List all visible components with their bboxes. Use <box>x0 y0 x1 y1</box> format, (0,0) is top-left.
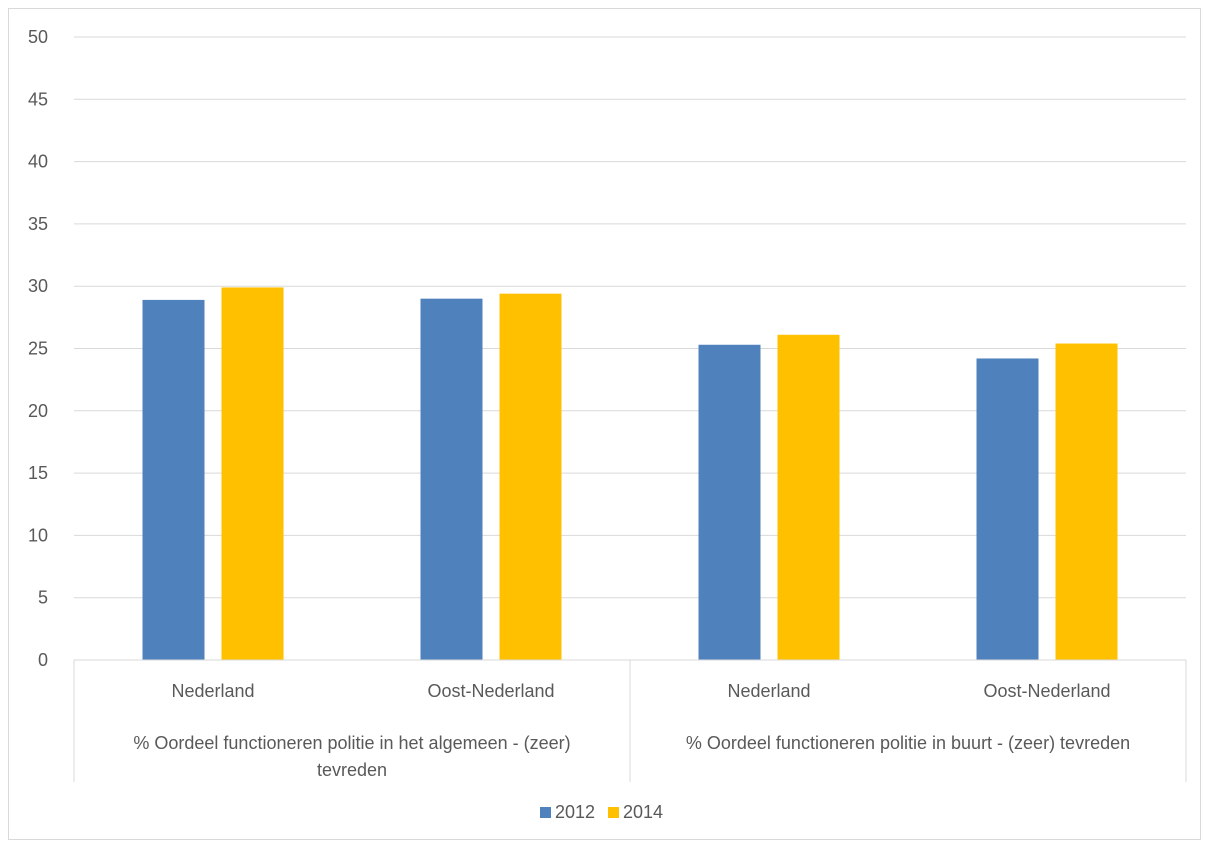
legend-swatch <box>540 807 551 818</box>
bars <box>142 287 1118 660</box>
x-axis: Nederland Oost-Nederland Nederland Oost-Ned… <box>73 659 1187 782</box>
bar-2012 <box>976 358 1039 660</box>
y-tick-label: 50 <box>28 27 48 47</box>
legend: 2012 2014 <box>540 802 663 822</box>
y-tick-label: 25 <box>28 339 48 359</box>
group-label: % Oordeel functioneren politie in het al… <box>133 733 570 753</box>
category-label: Nederland <box>171 681 254 701</box>
category-label: Nederland <box>727 681 810 701</box>
bar-2012 <box>420 298 483 660</box>
legend-swatch <box>608 807 619 818</box>
y-tick-label: 35 <box>28 214 48 234</box>
group-label: % Oordeel functioneren politie in buurt … <box>686 733 1130 753</box>
y-tick-label: 15 <box>28 463 48 483</box>
y-tick-label: 30 <box>28 276 48 296</box>
y-tick-label: 10 <box>28 525 48 545</box>
group-label: tevreden <box>317 760 387 780</box>
legend-label: 2014 <box>623 802 663 822</box>
bar-2014 <box>221 287 284 660</box>
category-label: Oost-Nederland <box>983 681 1110 701</box>
y-tick-label: 0 <box>38 650 48 670</box>
y-tick-label: 20 <box>28 401 48 421</box>
y-tick-label: 45 <box>28 89 48 109</box>
y-tick-label: 40 <box>28 152 48 172</box>
legend-label: 2012 <box>555 802 595 822</box>
category-label: Oost-Nederland <box>427 681 554 701</box>
bar-2012 <box>142 299 205 660</box>
y-tick-label: 5 <box>38 588 48 608</box>
bar-2014 <box>499 293 562 660</box>
bar-2012 <box>698 344 761 660</box>
y-axis-ticks: 0 5 10 15 20 25 30 35 40 45 50 <box>28 27 48 670</box>
bar-2014 <box>1055 343 1118 660</box>
bar-2014 <box>777 334 840 660</box>
